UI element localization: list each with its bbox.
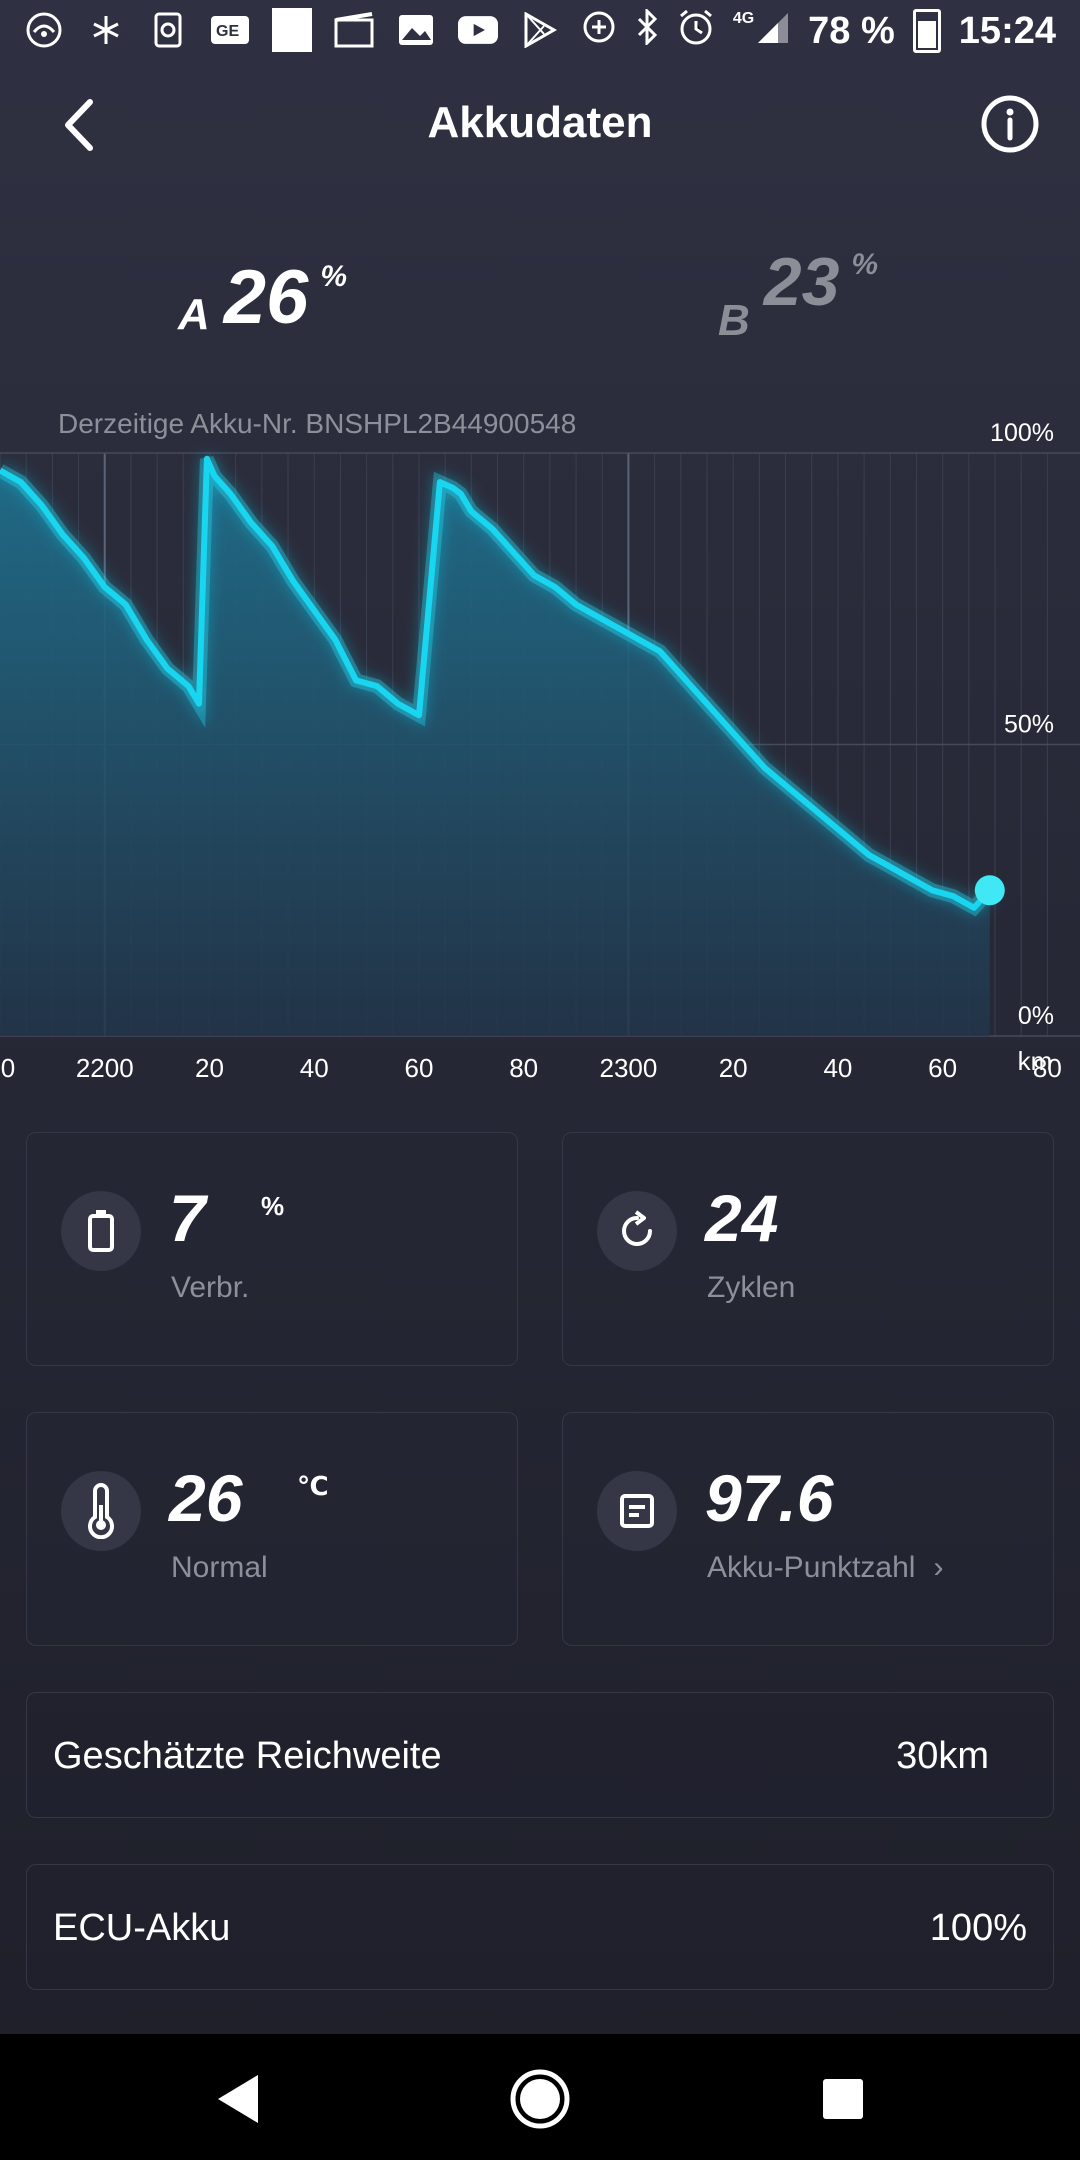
status-bar: GE 4G 78 % 15:24 [0,0,1080,66]
chart-current-point [974,875,1005,906]
triangle-back-icon [218,2075,258,2123]
nav-back-button[interactable] [202,2064,272,2134]
chart-y-tick-label: 0% [1018,1002,1054,1030]
nav-home-button[interactable] [505,2064,575,2134]
pack-a-value: 26 [223,255,309,340]
chart-x-tick-label: 2200 [76,1053,134,1083]
estimated-range-value: 30km [896,1735,989,1777]
chart-x-tick-label: 60 [928,1053,957,1083]
pack-b-value: 23 [763,244,840,320]
chart-x-tick-label: 0 [1,1053,15,1083]
clock: 15:24 [958,9,1056,52]
ecu-battery-label: ECU-Akku [53,1907,231,1949]
chart-x-tick-label: 2300 [600,1053,658,1083]
gb-card-icon: GE [210,10,250,50]
blank-square-icon [272,8,312,52]
chart-x-tick-label: 60 [404,1053,433,1083]
notification-icons: GE [24,8,560,52]
wifi-globe-icon [24,10,64,50]
pack-b-letter: B [718,296,750,345]
refresh-icon [597,1191,677,1271]
svg-text:GE: GE [216,23,239,40]
sync-file-icon [148,10,188,50]
back-button[interactable] [52,90,112,160]
pack-b-readout[interactable]: B 23 % [718,248,878,346]
battery-score-card[interactable]: 97.6 Akku-Punktzahl › [562,1412,1054,1646]
thermometer-icon [61,1471,141,1551]
chart-x-tick-label: 20 [719,1053,748,1083]
pack-a-unit: % [320,260,348,293]
battery-level-chart: 100% 50% 0% 0 2200 20 40 60 80 2300 20 40 60 80 km [0,419,1080,1083]
pack-a-letter: A [178,290,210,339]
ecu-battery-value: 100% [929,1907,1027,1949]
pack-b-unit: % [851,248,879,281]
cycles-card: 24 Zyklen [562,1132,1054,1366]
chart-y-tick-label: 50% [1004,711,1054,739]
ecu-battery-row: ECU-Akku 100% [26,1864,1054,1990]
battery-percent: 78 % [808,9,895,52]
info-button[interactable] [978,92,1042,156]
bluetooth-icon [635,7,659,53]
signal-icon [756,9,790,53]
consumption-label: Verbr. [171,1271,250,1304]
nav-recents-button[interactable] [808,2064,878,2134]
chart-x-tick-label: 40 [823,1053,852,1083]
estimated-range-row: Geschätzte Reichweite 30km [26,1692,1054,1818]
chevron-right-icon: › [933,1551,944,1584]
cycles-value: 24 [705,1181,779,1255]
chart-x-tick-label: 80 [1033,1053,1062,1083]
battery-icon [912,9,941,53]
square-recents-icon [823,2079,863,2119]
play-store-icon [520,10,560,50]
consumption-card: 7 % Verbr. [26,1132,518,1366]
info-circle-icon [981,95,1039,153]
app-header: Akkudaten [0,80,1080,170]
chart-y-tick-labels: 100% 50% 0% [990,419,1054,1030]
chart-series-line [0,455,993,911]
fan-icon [86,10,126,50]
network-type: 4G [732,10,755,27]
battery-serial: Derzeitige Akku-Nr. BNSHPL2B44900548 [58,408,577,439]
battery-score-label: Akku-Punktzahl › [707,1551,943,1585]
clapper-icon [334,10,374,50]
chart-x-tick-label: 20 [195,1053,224,1083]
circle-home-icon [510,2069,570,2129]
battery-icon [61,1191,141,1271]
chart-y-tick-label: 100% [990,419,1054,447]
chart-x-tick-labels: 0 2200 20 40 60 80 2300 20 40 60 80 [1,1053,1062,1083]
temperature-card: 26 ℃ Normal [26,1412,518,1646]
page-title: Akkudaten [427,98,653,147]
system-nav-bar [0,2034,1080,2160]
consumption-value: 7 [169,1181,206,1255]
cycles-label: Zyklen [707,1271,796,1304]
temperature-unit: ℃ [297,1471,329,1501]
battery-score-value: 97.6 [705,1461,834,1535]
chart-x-axis-label: km [1018,1046,1053,1076]
youtube-icon [458,10,498,50]
consumption-unit: % [261,1191,285,1221]
battery-score-label-text: Akku-Punktzahl [707,1551,916,1584]
image-icon [396,10,436,50]
temperature-value: 26 [169,1461,243,1535]
chart-x-tick-label: 40 [300,1053,329,1083]
data-saver-icon [581,9,617,53]
chevron-left-icon [65,99,93,151]
chart-x-tick-label: 80 [509,1053,538,1083]
pack-a-readout[interactable]: A 26 % [178,260,347,340]
status-right: 4G 78 % 15:24 [581,7,1056,54]
document-icon [597,1471,677,1551]
chart-area-fill [0,458,990,1036]
alarm-icon [677,8,715,54]
temperature-label: Normal [171,1551,268,1584]
estimated-range-label: Geschätzte Reichweite [53,1735,442,1777]
